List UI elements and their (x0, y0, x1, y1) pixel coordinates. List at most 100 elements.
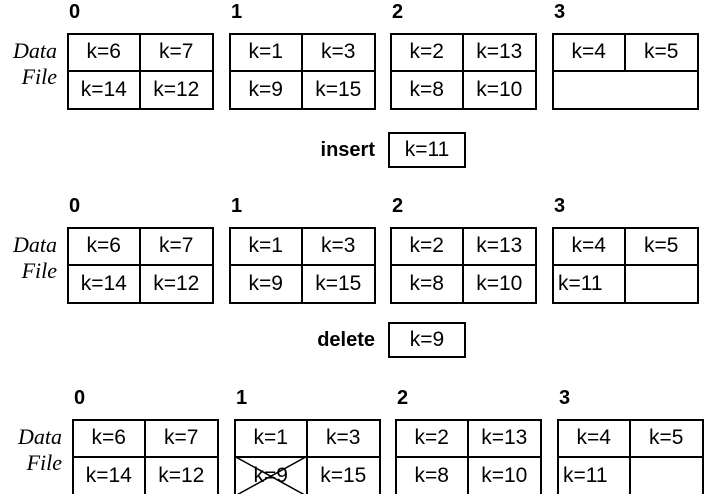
bucket-cell-empty (554, 72, 697, 109)
bucket-table: k=4 k=5 k=11 (552, 227, 699, 304)
bucket-cell: k=15 (320, 463, 367, 487)
bucket-table: k=2 k=13 k=8 k=10 (390, 33, 537, 110)
bucket-table: k=6 k=7 k=14 k=12 (67, 227, 214, 304)
bucket-cell-inserted: k=11 (554, 265, 626, 302)
bucket-3-column: 3 k=4 k=5 k=11 (552, 196, 699, 306)
bucket-cell: k=13 (463, 229, 535, 266)
data-file-label: Data File (0, 232, 57, 284)
bucket-cell-empty (631, 458, 703, 494)
bucket-cell: k=2 (392, 229, 464, 266)
bucket-cell: k=15 (315, 271, 362, 295)
bucket-cell: k=10 (481, 463, 528, 487)
bucket-table: k=1 k=3 k=9 k=15 (229, 227, 376, 304)
bucket-cell: k=2 (397, 421, 469, 458)
bucket-cell: k=14 (69, 71, 141, 108)
bucket-1-column: 1 k=1 k=3 k=9 k=15 (234, 388, 381, 494)
state-initial: Data File 0 k=6 k=7 k=14 k=12 1 k=1 k=3 … (0, 2, 704, 112)
bucket-cell: k=13 (463, 35, 535, 72)
bucket-1-column: 1 k=1 k=3 k=9 k=15 (229, 2, 376, 112)
bucket-cell: k=6 (69, 35, 141, 72)
bucket-cell: k=8 (392, 265, 464, 302)
delete-label: delete (317, 328, 375, 351)
data-file-line1: Data (13, 38, 57, 63)
bucket-cell: k=1 (231, 229, 303, 266)
bucket-cell: k=12 (153, 271, 200, 295)
bucket-label: 3 (554, 1, 566, 23)
bucket-cell: k=9 (231, 265, 303, 302)
insert-key-value: k=11 (404, 138, 450, 161)
insert-key-box: k=11 (388, 132, 466, 168)
bucket-cell-value: k=9 (253, 463, 288, 487)
bucket-cell: k=9 (231, 71, 303, 108)
data-file-line2: File (21, 64, 57, 89)
bucket-table: k=4 k=5 k=11 (557, 419, 704, 494)
bucket-cell: k=1 (236, 421, 308, 458)
bucket-table: k=2 k=13 k=8 k=10 (395, 419, 542, 494)
bucket-label: 3 (559, 387, 571, 409)
delete-key-value: k=9 (409, 328, 445, 351)
bucket-label: 0 (74, 387, 86, 409)
delete-key-box: k=9 (388, 322, 466, 358)
bucket-cell: k=4 (554, 229, 626, 266)
bucket-cell: k=1 (231, 35, 303, 72)
bucket-cell: k=5 (630, 421, 702, 458)
bucket-cell: k=3 (307, 421, 379, 458)
data-file-label: Data File (0, 38, 57, 90)
bucket-cell: k=10 (476, 271, 523, 295)
bucket-cell: k=6 (69, 229, 141, 266)
bucket-cell: k=14 (69, 265, 141, 302)
bucket-3-column: 3 k=4 k=5 k=11 (557, 388, 704, 494)
bucket-table: k=6 k=7 k=14 k=12 (67, 33, 214, 110)
delete-operation: delete k=9 (0, 322, 466, 358)
bucket-label: 1 (231, 195, 243, 217)
insert-operation: insert k=11 (0, 132, 466, 168)
data-file-line1: Data (18, 424, 62, 449)
bucket-cell: k=4 (554, 35, 626, 72)
bucket-label: 2 (392, 1, 404, 23)
bucket-cell: k=3 (302, 229, 374, 266)
bucket-1-column: 1 k=1 k=3 k=9 k=15 (229, 196, 376, 306)
bucket-0-column: 0 k=6 k=7 k=14 k=12 (67, 2, 214, 112)
bucket-cell: k=3 (302, 35, 374, 72)
bucket-table: k=6 k=7 k=14 k=12 (72, 419, 219, 494)
data-file-line1: Data (13, 232, 57, 257)
bucket-cell: k=5 (625, 229, 697, 266)
bucket-cell-empty (626, 266, 698, 303)
bucket-table: k=2 k=13 k=8 k=10 (390, 227, 537, 304)
bucket-0-column: 0 k=6 k=7 k=14 k=12 (72, 388, 219, 494)
state-after-insert: Data File 0 k=6 k=7 k=14 k=12 1 k=1 k=3 … (0, 196, 704, 306)
bucket-cell: k=12 (158, 463, 205, 487)
bucket-cell-crossed: k=9 (236, 458, 308, 494)
bucket-0-column: 0 k=6 k=7 k=14 k=12 (67, 196, 214, 306)
bucket-cell: k=13 (468, 421, 540, 458)
bucket-table: k=4 k=5 (552, 33, 699, 110)
bucket-cell: k=7 (145, 421, 217, 458)
bucket-label: 2 (392, 195, 404, 217)
bucket-cell: k=12 (153, 77, 200, 101)
insert-label: insert (320, 138, 375, 161)
bucket-label: 0 (69, 1, 81, 23)
bucket-2-column: 2 k=2 k=13 k=8 k=10 (390, 2, 537, 112)
bucket-label: 2 (397, 387, 409, 409)
bucket-cell: k=8 (392, 71, 464, 108)
bucket-2-column: 2 k=2 k=13 k=8 k=10 (395, 388, 542, 494)
data-file-label: Data File (5, 424, 62, 476)
data-file-line2: File (21, 258, 57, 283)
bucket-cell: k=7 (140, 35, 212, 72)
bucket-cell: k=7 (140, 229, 212, 266)
bucket-label: 1 (236, 387, 248, 409)
bucket-cell: k=14 (74, 457, 146, 494)
bucket-cell: k=5 (625, 35, 697, 72)
bucket-cell: k=6 (74, 421, 146, 458)
bucket-table: k=1 k=3 k=9 k=15 (229, 33, 376, 110)
bucket-2-column: 2 k=2 k=13 k=8 k=10 (390, 196, 537, 306)
bucket-label: 0 (69, 195, 81, 217)
data-file-line2: File (26, 450, 62, 475)
bucket-cell: k=10 (476, 77, 523, 101)
bucket-cell: k=2 (392, 35, 464, 72)
bucket-3-column: 3 k=4 k=5 (552, 2, 699, 112)
bucket-cell-inserted: k=11 (559, 457, 631, 494)
bucket-table: k=1 k=3 k=9 k=15 (234, 419, 381, 494)
bucket-cell: k=8 (397, 457, 469, 494)
